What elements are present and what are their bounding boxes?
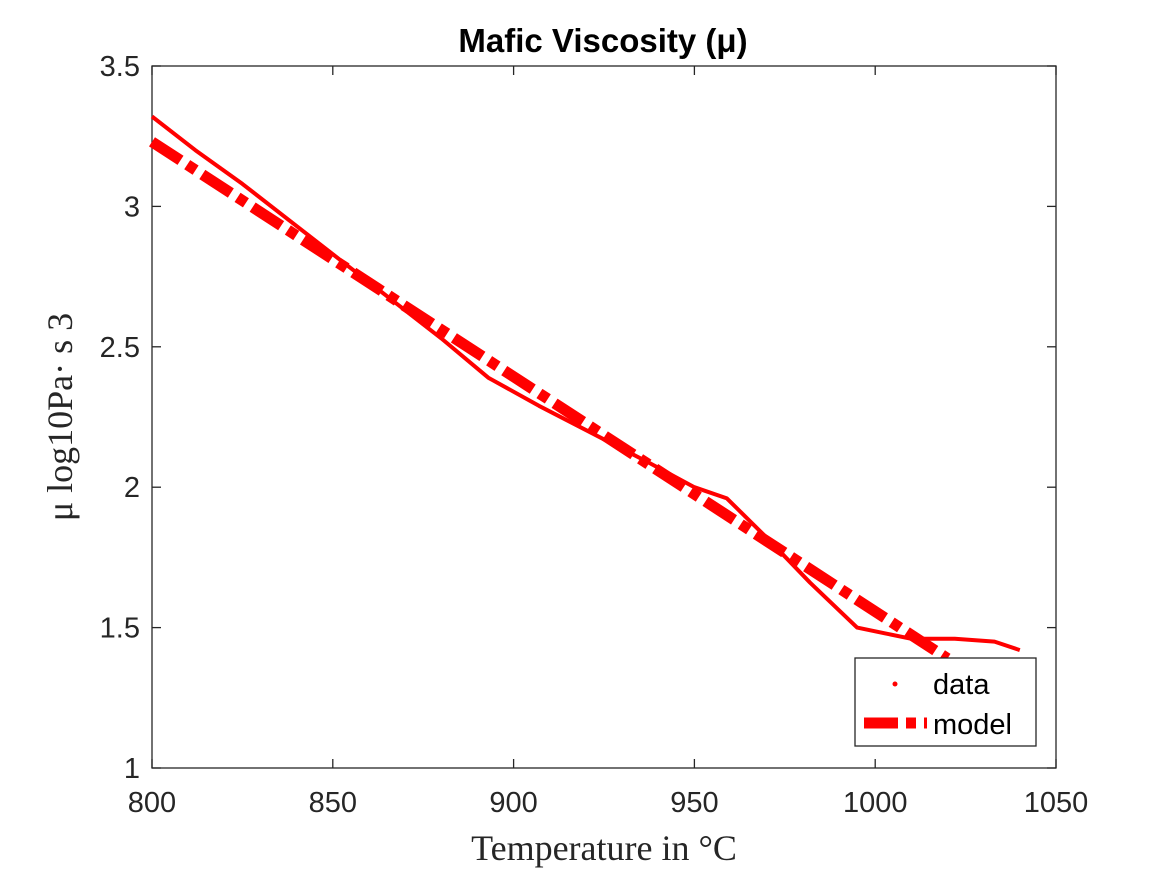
x-tick-label-4: 1000 [843,787,908,819]
y-tick-label-5: 3.5 [100,51,140,83]
legend-label-data: data [933,669,990,701]
x-tick-label-1: 850 [309,787,357,819]
x-tick-label-2: 900 [489,787,537,819]
y-axis-label: μ log10Pa· s 3 [40,313,80,521]
plot-area [151,65,1057,769]
axes-box [151,65,1057,769]
x-axis-label: Temperature in °C [471,828,737,868]
y-tick-label-1: 1.5 [100,613,140,645]
tick-labels: 800 850 900 950 1000 1050 1 1.5 2 2.5 3 3.5 [100,51,1089,819]
legend-box [854,657,1037,747]
y-tick-label-4: 3 [124,191,140,223]
y-tick-label-2: 2 [124,472,140,504]
y-tick-label-0: 1 [124,753,140,785]
series-layer [149,114,1021,664]
series-line-data [150,114,1021,652]
x-tick-label-3: 950 [670,787,718,819]
legend: data model [854,657,1037,747]
chart-title: Mafic Viscosity (μ) [458,22,747,59]
x-tick-label-5: 1050 [1024,787,1089,819]
axis-ticks [151,65,1057,769]
x-tick-label-0: 800 [128,787,176,819]
y-tick-label-3: 2.5 [100,332,140,364]
series-line-model [149,137,951,664]
legend-label-model: model [933,709,1012,741]
legend-marker-data [892,681,898,687]
